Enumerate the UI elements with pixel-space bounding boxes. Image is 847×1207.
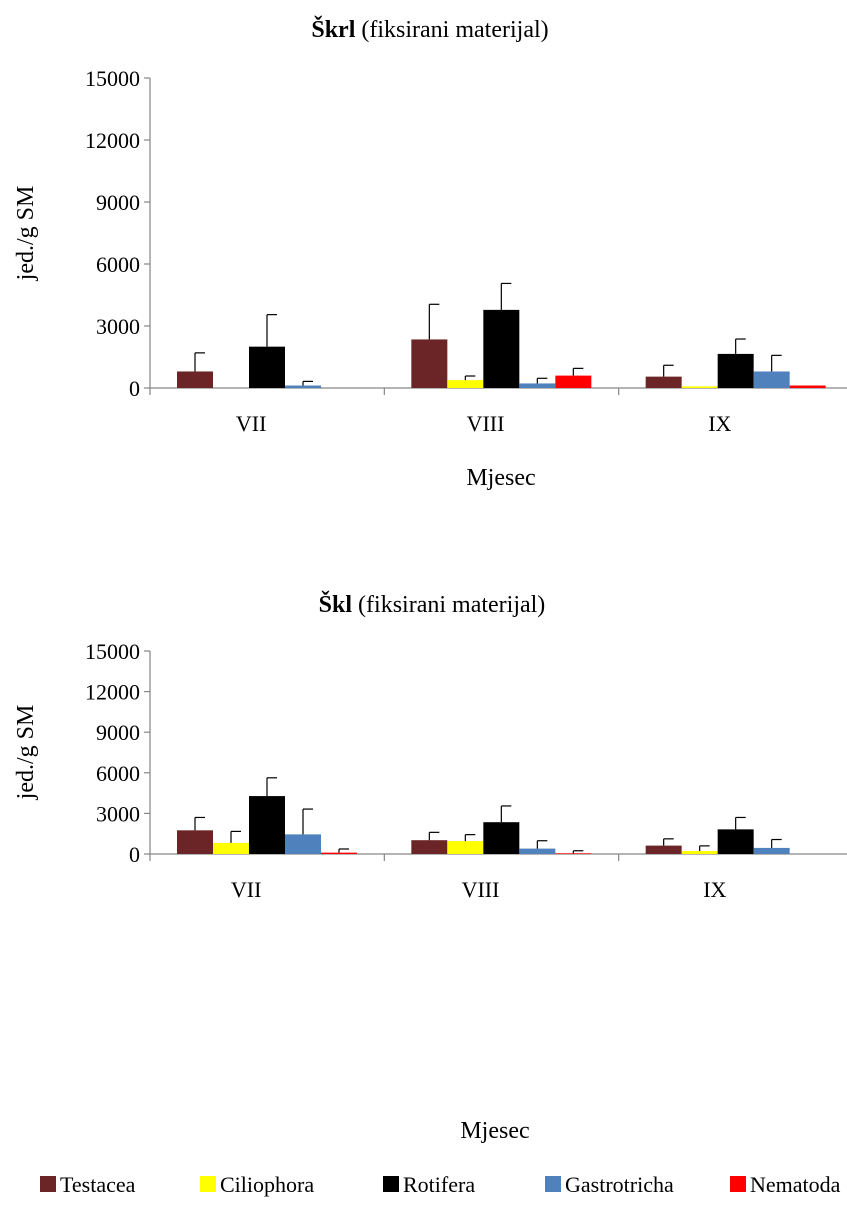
- y-tick-label: 3000: [96, 801, 140, 826]
- chart-1: Škrl (fiksirani materijal) jed./g SM Mje…: [13, 16, 847, 491]
- bar-ciliophora-viii: [447, 380, 484, 388]
- y-tick-label: 3000: [96, 314, 140, 339]
- bar-nematoda-viii: [555, 853, 592, 854]
- bar-testacea-ix: [645, 376, 682, 388]
- bar-ciliophora-ix: [681, 386, 718, 388]
- y-tick-label: 15000: [85, 66, 140, 91]
- bar-gastrotricha-vii: [285, 834, 321, 854]
- bar-rotifera-viii: [483, 309, 520, 388]
- bar-gastrotricha-viii: [519, 848, 556, 854]
- bar-gastrotricha-ix: [753, 847, 790, 854]
- y-tick-label: 6000: [96, 761, 140, 786]
- legend-label-rotifera: Rotifera: [403, 1172, 475, 1197]
- y-tick-label: 0: [129, 842, 140, 867]
- bar-testacea-vii: [177, 830, 213, 854]
- bar-rotifera-vii: [249, 796, 285, 854]
- legend-swatch-rotifera: [383, 1176, 399, 1192]
- y-tick-label: 15000: [85, 639, 140, 664]
- legend-swatch-nematoda: [730, 1176, 746, 1192]
- chart-1-plot: 0 3000 6000 9000 12000 15000 VII VIII IX: [85, 66, 847, 436]
- bar-rotifera-ix: [717, 829, 754, 854]
- bar-nematoda-vii: [321, 852, 357, 854]
- x-tick-label: IX: [703, 877, 726, 902]
- legend-swatch-ciliophora: [200, 1176, 216, 1192]
- bar-nematoda-ix: [789, 385, 826, 388]
- bar-rotifera-vii: [249, 346, 285, 388]
- y-tick-label: 12000: [85, 680, 140, 705]
- chart-2-ylabel: jed./g SM: [13, 705, 39, 801]
- x-tick-label: IX: [708, 411, 731, 436]
- chart-2-title: Škl (fiksirani materijal): [319, 591, 546, 618]
- x-tick-label: VIII: [462, 877, 500, 902]
- bar-ciliophora-vii: [213, 842, 249, 854]
- x-tick-label: VII: [236, 411, 267, 436]
- bar-gastrotricha-vii: [285, 385, 321, 388]
- chart-2: Škl (fiksirani materijal) jed./g SM Mjes…: [13, 591, 847, 1144]
- y-tick-label: 12000: [85, 128, 140, 153]
- chart-2-plot: 0 3000 6000 9000 12000 15000 VII VIII IX: [85, 639, 847, 902]
- x-tick-label: VIII: [467, 411, 505, 436]
- bar-gastrotricha-ix: [753, 371, 790, 388]
- legend-label-testacea: Testacea: [60, 1172, 136, 1197]
- y-tick-label: 0: [129, 376, 140, 401]
- legend-label-ciliophora: Ciliophora: [220, 1172, 314, 1197]
- bar-rotifera-viii: [483, 822, 520, 854]
- legend: Testacea Ciliophora Rotifera Gastrotricha Ne…: [40, 1172, 841, 1197]
- chart-1-ylabel: jed./g SM: [13, 186, 39, 282]
- bar-ciliophora-ix: [681, 851, 718, 854]
- chart-1-xlabel: Mjesec: [466, 465, 535, 491]
- x-tick-label: VII: [231, 877, 262, 902]
- legend-swatch-gastrotricha: [545, 1176, 561, 1192]
- bar-ciliophora-viii: [447, 841, 484, 854]
- bar-testacea-viii: [411, 339, 448, 388]
- bar-testacea-vii: [177, 371, 213, 388]
- y-tick-label: 9000: [96, 720, 140, 745]
- bar-nematoda-viii: [555, 375, 592, 388]
- bar-rotifera-ix: [717, 353, 754, 388]
- legend-label-gastrotricha: Gastrotricha: [565, 1172, 674, 1197]
- legend-label-nematoda: Nematoda: [750, 1172, 841, 1197]
- chart-2-xlabel: Mjesec: [460, 1118, 529, 1144]
- y-tick-label: 6000: [96, 252, 140, 277]
- bar-testacea-ix: [645, 845, 682, 854]
- bar-testacea-viii: [411, 840, 448, 854]
- bar-gastrotricha-viii: [519, 383, 556, 388]
- chart-1-title: Škrl (fiksirani materijal): [311, 16, 548, 43]
- y-tick-label: 9000: [96, 190, 140, 215]
- legend-swatch-testacea: [40, 1176, 56, 1192]
